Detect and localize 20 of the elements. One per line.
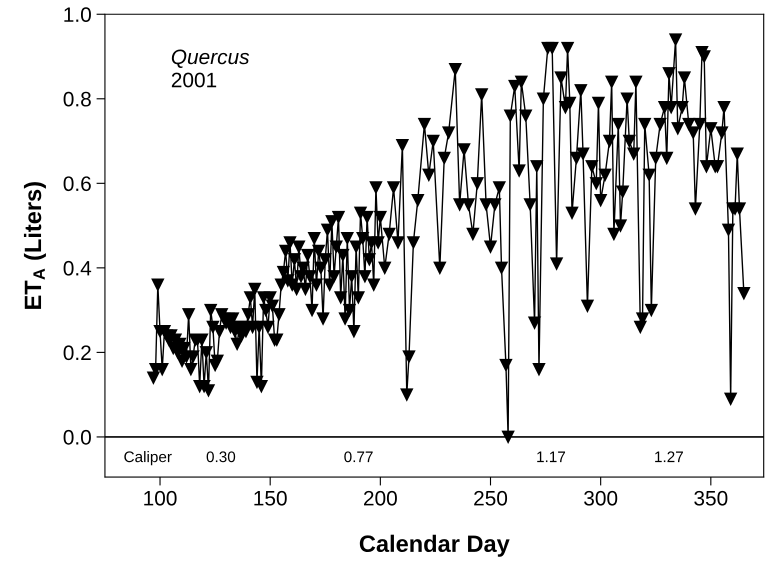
x-tick-label: 350 bbox=[694, 490, 728, 506]
annotation: Caliper bbox=[124, 450, 172, 466]
x-tick-label: 250 bbox=[474, 490, 508, 506]
y-tick-label: 0.0 bbox=[64, 430, 91, 445]
y-tick-label: 0.2 bbox=[64, 345, 91, 360]
y-axis-title: ET$_{A}$ (Liters) bbox=[24, 182, 46, 309]
y-tick-label: 0.8 bbox=[64, 92, 91, 107]
x-tick-label: 300 bbox=[584, 490, 618, 506]
x-tick-label: 100 bbox=[144, 490, 177, 506]
x-tick-label: 200 bbox=[364, 490, 397, 506]
x-axis-title: Calendar Day bbox=[360, 534, 510, 557]
x-tick-label: 150 bbox=[254, 490, 287, 506]
annotation: 1.17 bbox=[537, 452, 566, 462]
annotation: Quercus 2001 bbox=[172, 50, 250, 88]
annotation: 0.30 bbox=[206, 451, 236, 462]
annotation: 1.27 bbox=[655, 451, 683, 462]
annotation: 0.77 bbox=[344, 451, 373, 462]
y-tick-label: 0.4 bbox=[64, 260, 92, 276]
y-tick-label: 0.6 bbox=[64, 176, 91, 192]
y-tick-label: 1.0 bbox=[64, 7, 91, 22]
